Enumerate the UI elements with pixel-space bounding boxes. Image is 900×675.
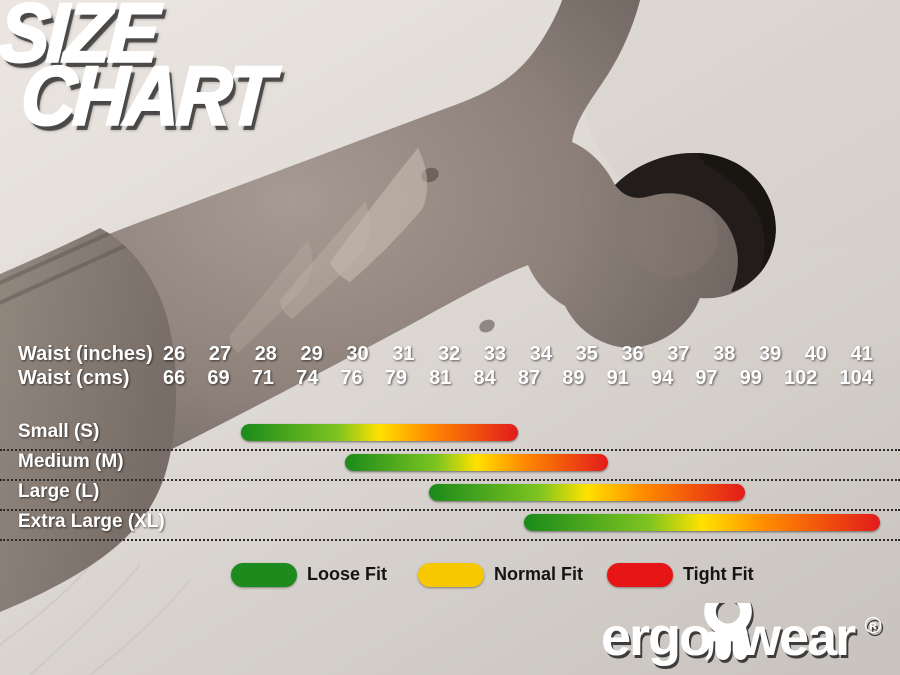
- svg-text:R: R: [869, 622, 877, 633]
- svg-text:wear: wear: [738, 607, 856, 667]
- svg-text:ergo: ergo: [603, 607, 710, 667]
